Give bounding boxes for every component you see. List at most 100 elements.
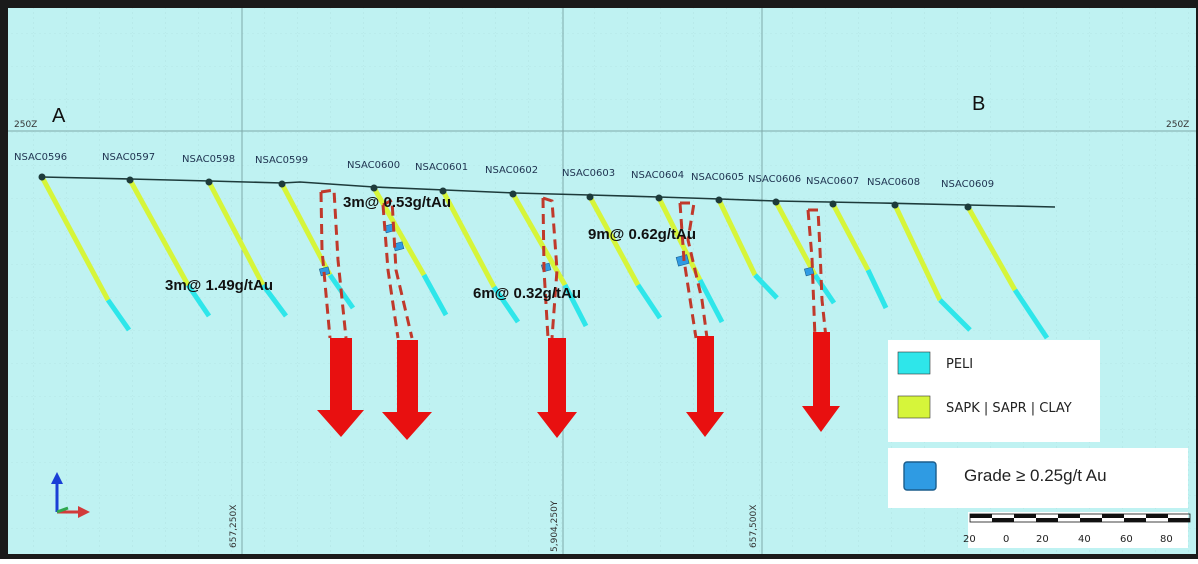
saprolite-interval <box>127 178 191 287</box>
peli-interval <box>421 273 449 317</box>
hole-id-label: NSAC0604 <box>631 170 684 181</box>
scale-bar-segment <box>992 518 1014 522</box>
scale-bar-segment <box>1102 514 1124 518</box>
northing-label: 5,904,250Y <box>550 500 560 552</box>
intercept-label: 3m@ 0.53g/tAu <box>343 194 451 211</box>
drill-hole: NSAC0600 <box>347 160 449 317</box>
hole-collar <box>370 184 378 192</box>
grade-legend-panel <box>888 448 1188 508</box>
legend-label-grade: Grade ≥ 0.25g/t Au <box>964 466 1107 485</box>
extension-arrows <box>317 332 840 440</box>
scale-bar: 20 0 20 40 60 80 <box>963 512 1191 548</box>
hole-id-label: NSAC0602 <box>485 165 538 176</box>
scale-bar-segment <box>1058 514 1080 518</box>
scale-bar-segment <box>1146 514 1168 518</box>
down-arrow <box>686 336 724 437</box>
hole-collar <box>891 201 899 209</box>
peli-interval <box>105 298 132 332</box>
rl-label-right: 250Z <box>1166 120 1189 130</box>
mineralised-envelopes <box>319 188 828 339</box>
hole-collar <box>126 176 134 184</box>
down-arrow <box>537 338 577 438</box>
hole-collar <box>586 193 594 201</box>
hole-id-label: NSAC0597 <box>102 152 155 163</box>
drill-hole: NSAC0607 <box>806 176 889 310</box>
down-arrow <box>802 332 840 432</box>
drill-hole: NSAC0605 <box>691 172 779 300</box>
scale-bar-tick-label: 60 <box>1120 534 1133 545</box>
scale-bar-segment <box>1080 518 1102 522</box>
drill-hole: NSAC0602 <box>485 165 589 328</box>
scale-bar-ticks: 20 0 20 40 60 80 <box>963 534 1173 545</box>
hole-collar <box>964 203 972 211</box>
drill-hole: NSAC0598 <box>182 154 289 318</box>
scale-bar-segment <box>1014 514 1036 518</box>
saprolite-interval <box>716 198 758 277</box>
peli-interval <box>491 285 521 324</box>
easting-label-2: 657,500X <box>749 505 759 548</box>
hole-collar <box>509 190 517 198</box>
saprolite-interval <box>830 202 871 272</box>
scale-bar-tick-label: 20 <box>963 534 976 545</box>
hole-id-label: NSAC0603 <box>562 168 615 179</box>
peli-interval <box>185 283 212 318</box>
envelope-1 <box>319 188 348 339</box>
scale-bar-segment <box>970 514 992 518</box>
hole-collar <box>439 187 447 195</box>
hole-collar <box>278 180 286 188</box>
hole-id-label: NSAC0596 <box>14 152 67 163</box>
saprolite-interval <box>656 196 703 282</box>
drill-hole: NSAC0597 <box>102 152 212 318</box>
rl-label-left: 250Z <box>14 120 37 130</box>
legend-label-saprolite: SAPK | SAPR | CLAY <box>946 401 1072 416</box>
scale-bar-segment <box>1124 518 1146 522</box>
drill-holes: NSAC0596 NSAC0597 NSAC0598 NSAC0599 NSAC0600… <box>14 152 1050 340</box>
legend-label-peli: PELI <box>946 357 973 372</box>
legend-swatch-grade <box>903 461 937 491</box>
down-arrow <box>317 338 364 437</box>
intercept-label: 3m@ 1.49g/tAu <box>165 277 273 294</box>
peli-interval <box>865 268 889 310</box>
peli-interval <box>938 298 972 332</box>
saprolite-interval <box>39 175 111 302</box>
envelope-5 <box>806 208 828 339</box>
saprolite-interval <box>206 180 266 287</box>
saprolite-interval <box>773 200 818 277</box>
grade-interval <box>803 266 815 277</box>
saprolite-interval <box>892 203 943 302</box>
hole-collar <box>715 196 723 204</box>
scale-bar-tick-label: 40 <box>1078 534 1091 545</box>
saprolite-interval <box>965 205 1018 292</box>
peli-interval <box>1012 288 1050 340</box>
peli-interval <box>260 283 289 318</box>
section-end-label: B <box>972 93 985 115</box>
hole-id-label: NSAC0607 <box>806 176 859 187</box>
drill-hole: NSAC0596 <box>14 152 132 332</box>
envelope-2 <box>381 197 414 339</box>
scale-bar-outline <box>969 513 1191 523</box>
drill-hole: NSAC0603 <box>562 168 663 320</box>
drill-hole: NSAC0609 <box>941 179 1050 340</box>
scale-bar-segment <box>1168 518 1190 522</box>
grade-intervals <box>318 223 815 277</box>
hole-collar <box>829 200 837 208</box>
envelope-4 <box>678 201 709 339</box>
down-arrow <box>382 340 432 440</box>
drill-hole: NSAC0606 <box>748 174 837 305</box>
hole-id-label: NSAC0606 <box>748 174 801 185</box>
envelope-3 <box>541 196 559 339</box>
scale-bar-segment <box>1036 518 1058 522</box>
easting-label-1: 657,250X <box>229 505 239 548</box>
legend: PELI SAPK | SAPR | CLAY Grade ≥ 0.25g/t … <box>888 340 1188 508</box>
scale-bar-tick-label: 80 <box>1160 534 1173 545</box>
hole-id-label: NSAC0609 <box>941 179 994 190</box>
scale-bar-tick-label: 0 <box>1003 534 1009 545</box>
peli-interval <box>753 273 779 300</box>
section-start-label: A <box>52 105 66 127</box>
hole-id-label: NSAC0599 <box>255 155 308 166</box>
scale-bar-tick-label: 20 <box>1036 534 1049 545</box>
hole-id-label: NSAC0600 <box>347 160 400 171</box>
saprolite-interval <box>587 195 641 287</box>
